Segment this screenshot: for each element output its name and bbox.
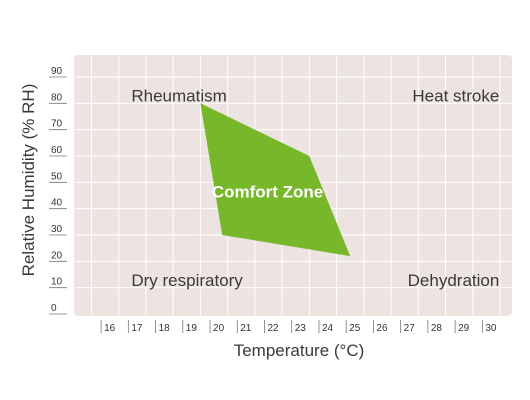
region-labels: Rheumatism Heat stroke Dry respiratory Dehy… xyxy=(131,86,499,289)
y-tick-label: 0 xyxy=(51,303,57,314)
x-tick-label: 21 xyxy=(240,323,252,334)
x-tick-label: 19 xyxy=(186,323,198,334)
y-tick-label: 60 xyxy=(51,145,63,156)
x-tick-label: 23 xyxy=(295,323,307,334)
y-tick-label: 50 xyxy=(51,171,63,182)
y-tick-label: 70 xyxy=(51,119,63,130)
y-tick-label: 20 xyxy=(51,250,63,261)
x-tick-label: 28 xyxy=(431,323,443,334)
x-tick-label: 29 xyxy=(458,323,470,334)
grid-lines xyxy=(75,56,511,315)
region-annotation: Rheumatism xyxy=(131,86,226,105)
y-tick-label: 80 xyxy=(51,92,63,103)
x-tick-label: 17 xyxy=(131,323,143,334)
tick-labels: 0 10 20 30 40 50 60 70 80 90 16 17 18 19 20 21 22 23 24 25 2… xyxy=(51,66,497,334)
x-tick-label: 26 xyxy=(376,323,388,334)
x-tick-label: 22 xyxy=(267,323,279,334)
y-tick-label: 10 xyxy=(51,277,63,288)
region-annotation: Dehydration xyxy=(408,271,500,290)
region-annotation: Heat stroke xyxy=(412,86,499,105)
x-tick-label: 27 xyxy=(404,323,416,334)
y-tick-label: 30 xyxy=(51,224,63,235)
region-annotation: Dry respiratory xyxy=(131,271,243,290)
plot-marks: Comfort Zone xyxy=(200,103,351,257)
x-tick-label: 30 xyxy=(485,323,497,334)
x-tick-label: 25 xyxy=(349,323,361,334)
y-tick-label: 40 xyxy=(51,198,63,209)
x-tick-label: 18 xyxy=(159,323,171,334)
comfort-zone-label: Comfort Zone xyxy=(212,183,323,202)
x-axis-title: Temperature (°C) xyxy=(234,341,365,360)
y-axis-title: Relative Humidity (% RH) xyxy=(19,84,38,277)
x-tick-label: 20 xyxy=(213,323,225,334)
comfort-zone-polygon xyxy=(200,103,351,257)
axes xyxy=(49,76,483,333)
x-tick-label: 24 xyxy=(322,323,334,334)
x-tick-label: 16 xyxy=(104,323,116,334)
y-tick-label: 90 xyxy=(51,66,63,77)
